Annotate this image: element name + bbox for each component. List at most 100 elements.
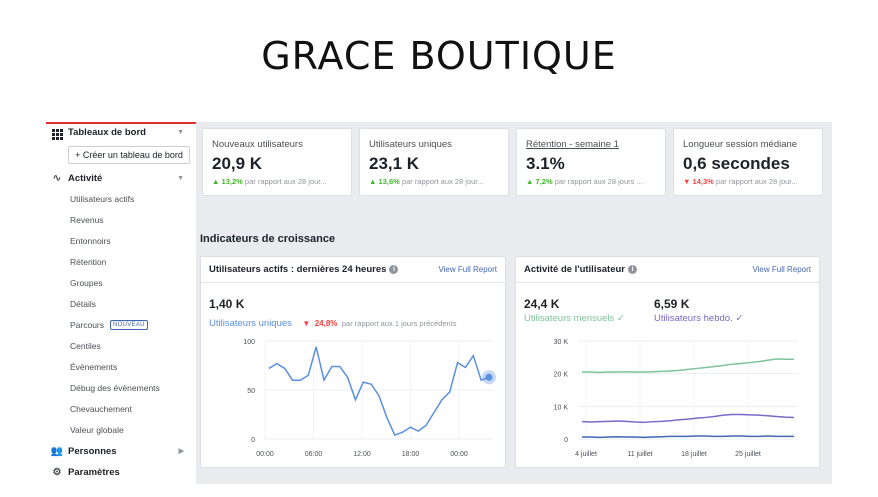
y-tick-label: 10 K (554, 404, 569, 411)
stat-value: 6,59 K (654, 297, 690, 311)
down-arrow-icon: ▼ (683, 177, 691, 186)
series-label: Utilisateurs uniques (209, 318, 292, 329)
series-line (582, 358, 794, 374)
sidebar-item-event-debug[interactable]: Débug des évènements (70, 383, 160, 393)
kpi-change: 7,2% (535, 177, 553, 186)
stat-row: Utilisateurs uniques ▼ 24,8% par rapport… (209, 313, 457, 331)
sidebar-item-retention[interactable]: Rétention (70, 257, 107, 267)
chevron-down-icon: ▼ (177, 174, 184, 182)
series-line (581, 413, 795, 424)
down-arrow-icon: ▼ (302, 319, 311, 328)
sidebar-item-overlap[interactable]: Chevauchement (70, 404, 132, 414)
info-icon[interactable]: i (389, 265, 399, 274)
kpi-comparison: ▲ 13,2% par rapport aux 28 jour... (212, 177, 342, 186)
kpi-card-new-users[interactable]: Nouveaux utilisateurs 20,9 K ▲ 13,2% par… (202, 128, 352, 196)
stat-value: 24,4 K (524, 297, 560, 311)
sidebar-item-people[interactable]: 👥 Personnes ▶ (46, 441, 196, 461)
kpi-label-link[interactable]: Rétention - semaine 1 (526, 139, 619, 150)
kpi-compare-text: par rapport aux 28 jour... (401, 177, 484, 186)
kpi-card-session-length[interactable]: Longueur session médiane 0,6 secondes ▼ … (673, 128, 823, 196)
stat-value: 1,40 K (209, 297, 245, 311)
sidebar-item-label: Personnes (68, 445, 117, 457)
x-tick-label: 18 juillet (681, 451, 707, 458)
kpi-card-unique-users[interactable]: Utilisateurs uniques 23,1 K ▲ 13,6% par … (359, 128, 509, 196)
sidebar-item-events[interactable]: Évènements (70, 362, 118, 372)
view-full-report-link[interactable]: View Full Report (752, 265, 811, 274)
grid-icon (50, 124, 64, 140)
sidebar-item-funnels[interactable]: Entonnoirs (70, 236, 111, 246)
panel-title: Activité de l'utilisateur i (524, 264, 637, 275)
up-arrow-icon: ▲ (212, 177, 220, 186)
kpi-comparison: ▲ 7,2% par rapport aux 28 jours ... (526, 177, 656, 186)
x-tick-label: 00:00 (256, 451, 274, 458)
panel-header: Utilisateurs actifs : dernières 24 heure… (201, 257, 505, 283)
kpi-comparison: ▲ 13,6% par rapport aux 28 jour... (369, 177, 499, 186)
series-line (268, 346, 490, 437)
series-line (582, 435, 794, 439)
sidebar-item-groups[interactable]: Groupes (70, 278, 103, 288)
sidebar-item-activity[interactable]: ∿ Activité ▼ (46, 168, 196, 188)
chevron-down-icon: ▼ (177, 128, 184, 136)
active-indicator (46, 122, 196, 124)
sidebar-item-settings[interactable]: ⚙ Paramètres (46, 462, 196, 482)
sidebar-item-label: Paramètres (68, 466, 120, 478)
stat-change: 24,8% (314, 319, 338, 328)
panel-header: Activité de l'utilisateur i View Full Rep… (516, 257, 819, 283)
monthly-stat: 24,4 K Utilisateurs mensuels ✓ (524, 297, 625, 324)
view-full-report-link[interactable]: View Full Report (438, 265, 497, 274)
user-activity-chart: 30 K 20 K 10 K 0 4 juillet 11 juillet 18 juill… (554, 339, 798, 458)
sidebar-item-dashboards[interactable]: Tableaux de bord ▼ (46, 122, 196, 142)
kpi-comparison: ▼ 14,3% par rapport aux 28 jour... (683, 177, 813, 186)
series-label[interactable]: Utilisateurs mensuels ✓ (524, 313, 625, 324)
new-badge: NOUVEAU (110, 320, 148, 330)
sidebar-item-revenue[interactable]: Revenus (70, 215, 104, 225)
kpi-label: Longueur session médiane (683, 139, 798, 150)
people-icon: 👥 (50, 445, 64, 457)
y-tick-label: 30 K (554, 339, 569, 346)
panel-stat: 1,40 K Utilisateurs uniques ▼ 24,8% par … (209, 297, 457, 331)
user-activity-panel: Activité de l'utilisateur i View Full Rep… (515, 256, 820, 468)
kpi-compare-text: par rapport aux 28 jour... (244, 177, 327, 186)
pulse-icon: ∿ (52, 172, 62, 184)
growth-section-title: Indicateurs de croissance (200, 233, 336, 245)
create-dashboard-button[interactable]: + Créer un tableau de bord (68, 146, 190, 164)
sidebar-item-details[interactable]: Détails (70, 299, 96, 309)
kpi-change: 13,2% (221, 177, 243, 186)
stat-compare: par rapport aux 1 jours précédents (341, 319, 457, 328)
gear-icon: ⚙ (52, 466, 62, 478)
x-tick-label: 06:00 (305, 451, 323, 458)
x-tick-label: 11 juillet (627, 451, 652, 458)
x-tick-label: 12:00 (353, 451, 371, 458)
chevron-right-icon: ▶ (178, 448, 184, 455)
data-point (485, 373, 493, 381)
y-tick-label: 100 (243, 339, 255, 346)
sidebar-item-active-users[interactable]: Utilisateurs actifs (70, 194, 135, 204)
sidebar-item-journeys[interactable]: Parcours NOUVEAU (46, 315, 196, 335)
sidebar-item-label: Parcours (70, 320, 105, 330)
series-label[interactable]: Utilisateurs hebdo. ✓ (654, 313, 744, 324)
sidebar: Tableaux de bord ▼ + Créer un tableau de… (46, 122, 196, 484)
kpi-value: 3.1% (526, 154, 565, 173)
up-arrow-icon: ▲ (369, 177, 377, 186)
kpi-value: 20,9 K (212, 154, 263, 173)
active-users-panel: Utilisateurs actifs : dernières 24 heure… (200, 256, 506, 468)
panel-title-text: Activité de l'utilisateur (524, 264, 625, 275)
panel-title-text: Utilisateurs actifs : dernières 24 heure… (209, 264, 387, 275)
x-tick-label: 4 juillet (575, 451, 597, 458)
kpi-card-retention[interactable]: Rétention - semaine 1 3.1% ▲ 7,2% par ra… (516, 128, 666, 196)
sidebar-item-percentiles[interactable]: Centiles (70, 341, 101, 351)
y-tick-label: 20 K (554, 372, 569, 379)
x-tick-label: 00:00 (450, 451, 468, 458)
analytics-screenshot: Tableaux de bord ▼ + Créer un tableau de… (46, 122, 832, 484)
kpi-label: Utilisateurs uniques (369, 139, 452, 150)
up-arrow-icon: ▲ (526, 177, 534, 186)
kpi-compare-text: par rapport aux 28 jours ... (554, 177, 643, 186)
panel-title: Utilisateurs actifs : dernières 24 heure… (209, 264, 399, 275)
brand-title: GRACE BOUTIQUE (261, 34, 617, 78)
sidebar-item-label: Activité (68, 172, 103, 184)
sidebar-item-lifetime-value[interactable]: Valeur globale (70, 425, 124, 435)
info-icon[interactable]: i (627, 265, 637, 274)
kpi-label: Nouveaux utilisateurs (212, 139, 303, 150)
kpi-change: 13,6% (378, 177, 400, 186)
